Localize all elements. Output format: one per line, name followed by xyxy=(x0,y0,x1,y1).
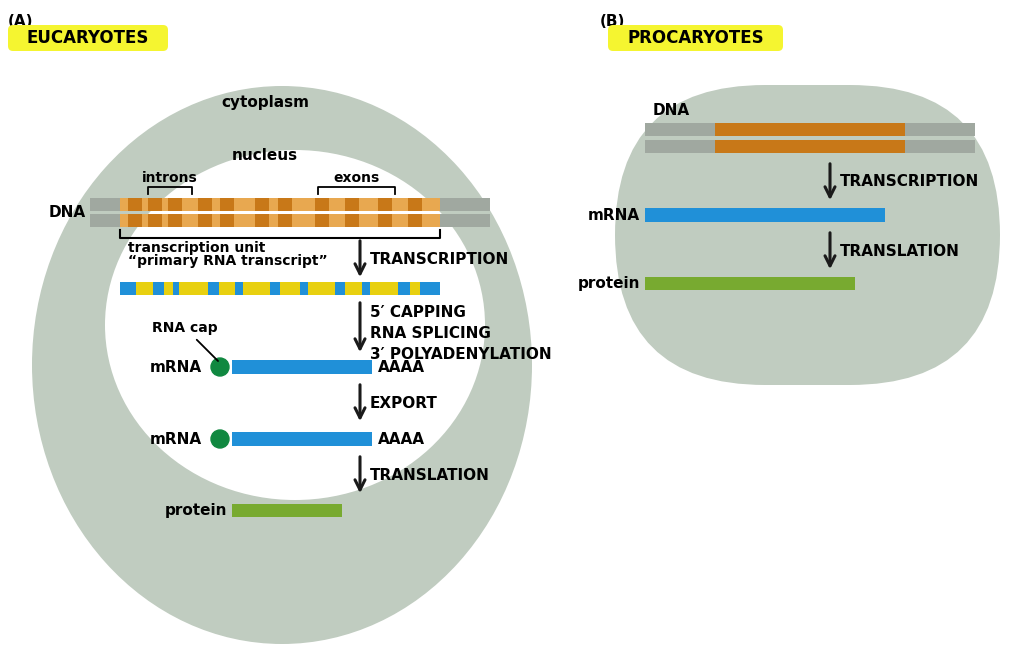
Text: mRNA: mRNA xyxy=(588,207,640,222)
Bar xyxy=(300,282,308,295)
Text: TRANSCRIPTION: TRANSCRIPTION xyxy=(840,174,979,189)
Bar xyxy=(220,214,234,227)
Text: nucleus: nucleus xyxy=(232,148,298,163)
Text: protein: protein xyxy=(578,276,640,291)
Bar xyxy=(168,214,182,227)
Circle shape xyxy=(211,430,229,448)
Text: exons: exons xyxy=(334,171,380,185)
Bar xyxy=(234,282,243,295)
Bar xyxy=(345,198,359,211)
Bar xyxy=(278,198,292,211)
Text: transcription unit: transcription unit xyxy=(128,241,265,255)
Ellipse shape xyxy=(32,86,532,644)
Circle shape xyxy=(211,358,229,376)
Text: mRNA: mRNA xyxy=(150,432,202,446)
Bar xyxy=(148,198,162,211)
Bar xyxy=(335,282,345,295)
Text: EXPORT: EXPORT xyxy=(370,395,438,410)
Bar xyxy=(408,198,422,211)
Bar xyxy=(408,214,422,227)
Bar xyxy=(90,198,490,211)
Text: TRANSLATION: TRANSLATION xyxy=(370,467,489,483)
Text: TRANSLATION: TRANSLATION xyxy=(840,244,959,259)
Text: EUCARYOTES: EUCARYOTES xyxy=(27,29,150,47)
Bar xyxy=(120,214,440,227)
Bar xyxy=(120,282,440,295)
Text: 5′ CAPPING
RNA SPLICING
3′ POLYADENYLATION: 5′ CAPPING RNA SPLICING 3′ POLYADENYLATI… xyxy=(370,305,552,362)
Bar xyxy=(120,198,440,211)
Text: AAAA: AAAA xyxy=(378,432,425,446)
Ellipse shape xyxy=(105,150,485,500)
FancyBboxPatch shape xyxy=(608,25,783,51)
Bar xyxy=(278,214,292,227)
Text: mRNA: mRNA xyxy=(150,360,202,375)
Bar xyxy=(208,282,219,295)
Bar xyxy=(255,198,269,211)
Text: “primary RNA transcript”: “primary RNA transcript” xyxy=(128,254,328,268)
Text: protein: protein xyxy=(165,503,227,518)
Bar xyxy=(715,140,905,153)
Bar xyxy=(420,282,440,295)
Text: DNA: DNA xyxy=(49,205,86,220)
Bar xyxy=(378,198,392,211)
Bar xyxy=(378,214,392,227)
Bar xyxy=(128,198,142,211)
Bar xyxy=(168,198,182,211)
Bar xyxy=(198,214,212,227)
Text: cytoplasm: cytoplasm xyxy=(221,95,309,110)
Bar xyxy=(315,198,329,211)
FancyBboxPatch shape xyxy=(615,85,1000,385)
Text: (A): (A) xyxy=(8,14,34,29)
Bar xyxy=(255,214,269,227)
Bar xyxy=(362,282,370,295)
Bar xyxy=(270,282,280,295)
Bar xyxy=(173,282,179,295)
Bar xyxy=(315,214,329,227)
Bar xyxy=(153,282,164,295)
Bar xyxy=(345,214,359,227)
Bar xyxy=(120,282,136,295)
Bar xyxy=(645,123,975,136)
Text: RNA cap: RNA cap xyxy=(153,321,218,361)
FancyBboxPatch shape xyxy=(8,25,168,51)
Bar xyxy=(128,214,142,227)
Bar xyxy=(232,504,342,517)
Bar xyxy=(90,214,490,227)
Bar xyxy=(645,140,975,153)
Text: PROCARYOTES: PROCARYOTES xyxy=(628,29,764,47)
Bar xyxy=(645,208,885,222)
Text: AAAA: AAAA xyxy=(378,360,425,375)
Bar xyxy=(198,198,212,211)
Text: TRANSCRIPTION: TRANSCRIPTION xyxy=(370,251,509,266)
Bar xyxy=(148,214,162,227)
Bar xyxy=(232,360,372,374)
Text: introns: introns xyxy=(142,171,198,185)
Bar xyxy=(715,123,905,136)
Text: DNA: DNA xyxy=(653,103,690,118)
Bar xyxy=(220,198,234,211)
Bar xyxy=(398,282,410,295)
Text: (B): (B) xyxy=(600,14,626,29)
Bar xyxy=(232,432,372,446)
Bar xyxy=(645,277,855,290)
